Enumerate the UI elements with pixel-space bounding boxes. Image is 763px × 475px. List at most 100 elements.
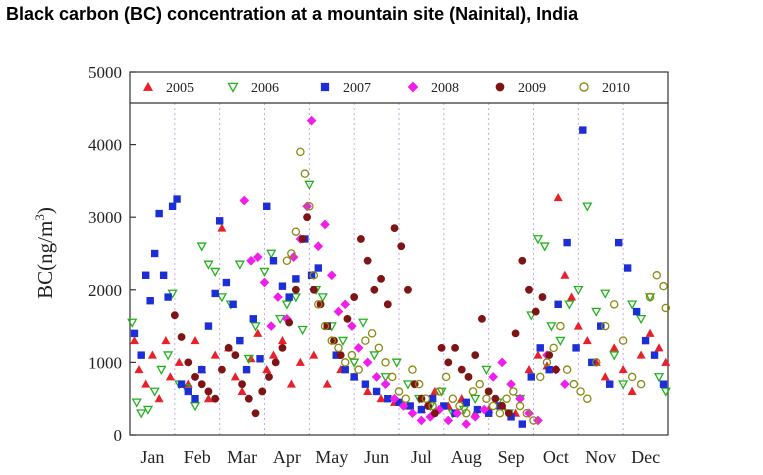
point-2006 [609,351,620,361]
point-2006 [131,398,142,408]
point-2005 [253,328,263,337]
x-tick-label: Dec [631,447,660,467]
point-2007 [222,278,231,287]
point-2006 [555,336,566,346]
point-2007 [137,351,145,359]
point-2006 [653,373,665,383]
point-2008 [326,270,337,281]
point-2009 [211,394,220,403]
point-2006 [189,402,201,412]
point-2010 [354,365,363,374]
point-2010 [645,292,655,302]
point-2005 [134,365,144,374]
point-2006 [591,307,602,317]
series-2007 [130,126,668,428]
point-2005 [609,343,619,352]
point-2008 [506,379,516,390]
point-2009 [363,256,372,265]
point-2005 [582,336,592,345]
point-2006 [402,380,414,390]
point-2009 [231,351,240,360]
point-2008 [340,299,351,310]
legend-label-2006: 2006 [251,81,279,96]
point-2008 [246,255,256,266]
point-2007 [341,365,349,374]
point-2006 [156,365,167,375]
y-axis-label: BC(ng/m3) [32,207,57,299]
point-2007 [177,380,186,388]
point-2005 [430,386,440,395]
point-2009 [238,380,246,389]
point-2008 [333,306,344,317]
point-2005 [376,394,386,403]
point-2010 [388,372,397,382]
point-2010 [361,336,370,345]
point-2009 [390,224,399,232]
point-2007 [292,275,300,283]
point-2005 [627,386,637,395]
point-2008 [320,219,330,230]
point-2005 [295,357,305,366]
point-2009 [545,351,554,360]
legend-label-2008: 2008 [431,81,459,96]
point-2006 [600,289,611,299]
point-2009 [471,351,480,360]
x-tick-label: Jun [364,447,389,467]
point-2010 [421,394,431,403]
point-2006 [142,405,154,415]
point-2010 [535,372,545,382]
point-2007 [650,351,659,359]
x-tick-label: Apr [273,447,301,467]
point-2010 [618,336,628,345]
point-2010 [636,379,646,389]
point-2010 [529,416,538,425]
point-2010 [441,372,451,382]
point-2010 [381,358,390,367]
point-2010 [556,321,565,331]
point-2005 [286,379,296,388]
point-2009 [397,242,406,251]
point-2009 [511,329,520,338]
point-2005 [573,321,583,330]
point-2010 [652,271,662,280]
point-2008 [461,419,472,429]
point-2005 [154,394,164,403]
point-2008 [488,372,498,382]
y-axis-label-superscript: 3 [32,214,47,221]
point-2009 [343,314,352,323]
point-2006 [532,235,544,245]
x-tick-label: Jul [411,447,432,467]
point-2005 [129,336,139,345]
point-2005 [309,350,319,359]
point-2007 [159,271,168,279]
point-2009 [224,343,233,352]
point-2009 [430,409,439,418]
point-2006 [243,354,254,365]
point-2007 [417,405,426,414]
y-tick-label: 5000 [88,63,122,82]
point-2006 [564,300,575,310]
y-axis-label-main: BC(ng/m [33,221,57,299]
point-2007 [614,238,623,247]
point-2006 [266,249,277,259]
point-2006 [358,318,369,328]
point-2005 [560,270,570,279]
point-2007 [428,394,437,403]
point-2005 [661,357,671,366]
point-2009 [191,373,199,381]
point-2008 [239,195,250,206]
x-tick-label: May [315,447,348,467]
point-2007 [263,202,271,211]
point-2006 [234,260,245,270]
point-2007 [242,365,251,374]
point-2009 [498,402,507,410]
point-2006 [470,394,481,405]
point-2007 [314,264,322,272]
point-2009 [309,285,318,294]
point-2010 [448,394,458,403]
legend-marker-2010 [579,82,589,92]
point-2006 [573,285,584,296]
point-2005 [322,379,332,388]
point-2005 [237,386,247,395]
